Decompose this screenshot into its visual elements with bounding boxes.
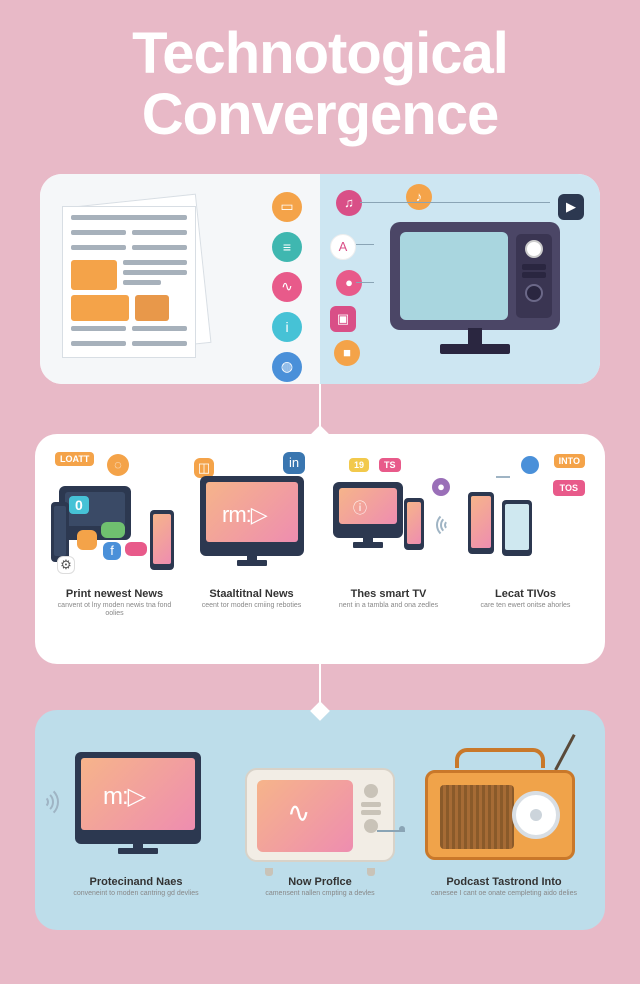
gear-icon: ⚙ — [57, 556, 75, 574]
tag-19: 19 — [349, 458, 369, 472]
connector-1 — [319, 384, 321, 434]
newspaper-illustration — [62, 200, 212, 360]
p3-col3-sub: canesee I cant oe onate cempleting aido … — [429, 890, 579, 898]
panel-traditional-media: ▭ ≡ ∿ i ◍ ♫ ♪ ▶ A ● ▣ ■ — [40, 174, 600, 384]
retro-tv-white: ∿ — [245, 760, 395, 870]
bell-icon: ● — [336, 270, 362, 296]
title-line-1: Technotogical — [0, 24, 640, 85]
p3-col1-title: Protecinand Naes — [90, 876, 183, 888]
col-print-news: LOATT ◌ 0 f ⚙ Print newest News canvent … — [51, 452, 178, 654]
letter-a-icon: A — [330, 234, 356, 260]
globe-icon: ◍ — [272, 352, 302, 382]
tag-tos: TOS — [553, 480, 585, 496]
streaming-logo: rm:▷ — [222, 502, 267, 528]
linkedin-icon: in — [283, 452, 305, 474]
col2-sub: ceent tor moden cmiing reboties — [200, 602, 304, 610]
title-line-2: Convergence — [0, 85, 640, 146]
facebook-icon: f — [103, 542, 121, 560]
phone-5 — [502, 500, 532, 556]
col4-title: Lecat TIVos — [495, 588, 556, 600]
newspaper-feature-icons: ▭ ≡ ∿ i ◍ — [272, 192, 302, 382]
tile-green — [101, 522, 125, 538]
tag-ts: TS — [379, 458, 401, 472]
col-protected-news: m:▷ Protecinand Naes conveneint to moden… — [51, 730, 221, 920]
tag-loatt: LOATT — [55, 452, 94, 466]
info-icon: i — [272, 312, 302, 342]
col3-title: Thes smart TV — [351, 588, 427, 600]
radio-illustration — [425, 760, 575, 860]
phone-4 — [468, 492, 494, 554]
streaming-logo-2: m:▷ — [103, 782, 145, 811]
p3-col2-title: Now Proflce — [288, 876, 352, 888]
chat-icon: ◌ — [107, 454, 129, 476]
streaming-monitor: rm:▷ — [200, 476, 304, 556]
phone-3 — [404, 498, 424, 550]
panel1-newspaper-side: ▭ ≡ ∿ i ◍ — [40, 174, 320, 384]
tile-pink — [125, 542, 147, 556]
tile-orange — [77, 530, 97, 550]
col-streaming: ◫ in rm:▷ Staaltitnal News ceent tor mod… — [188, 452, 315, 654]
retro-tv-illustration — [390, 214, 580, 354]
bag-icon: ▭ — [272, 192, 302, 222]
p3-col3-title: Podcast Tastrond Into — [446, 876, 561, 888]
col2-title: Staaltitnal News — [209, 588, 293, 600]
col1-title: Print newest News — [66, 588, 163, 600]
zero-badge: 0 — [69, 496, 89, 514]
dot-icon — [521, 456, 539, 474]
col4-sub: care ten ewert onitse ahorles — [479, 602, 573, 610]
pulse-icon: ∿ — [287, 796, 310, 829]
col-smart-tv: 19 TS ⓘ ● Thes smart TV nent in a tambla… — [325, 452, 452, 654]
page-title: Technotogical Convergence — [0, 0, 640, 146]
streaming-monitor-2: m:▷ — [75, 752, 201, 844]
panel1-tv-side: ♫ ♪ ▶ A ● ▣ ■ — [320, 174, 600, 384]
col3-sub: nent in a tambla and ona zedles — [337, 602, 440, 610]
smart-tv-monitor: ⓘ — [333, 482, 403, 538]
panel-digital-convergence: LOATT ◌ 0 f ⚙ Print newest News canvent … — [35, 434, 605, 664]
connector-line — [360, 202, 550, 203]
connector-2 — [319, 664, 321, 710]
chart-icon: ∿ — [272, 272, 302, 302]
col-now-profile: ∿ Now Proflce camensent nallen cmpting a… — [235, 730, 405, 920]
p3-col2-sub: camensent nallen cmpting a devles — [263, 890, 376, 898]
video-icon: ■ — [334, 340, 360, 366]
p3-col1-sub: conveneint to moden cantring gd devlies — [71, 890, 200, 898]
image-icon: ▣ — [330, 306, 356, 332]
document-icon: ≡ — [272, 232, 302, 262]
phone-2 — [150, 510, 174, 570]
col1-sub: canvent ot lny moden newis tna fond ooli… — [51, 602, 178, 619]
phone-1 — [51, 502, 69, 562]
person-icon: ⓘ — [353, 498, 367, 518]
col-local-tv: INTO TOS Lecat TIVos care ten ewert onit… — [462, 452, 589, 654]
col-podcast: Podcast Tastrond Into canesee I cant oe … — [419, 730, 589, 920]
panel-modern-devices: m:▷ Protecinand Naes conveneint to moden… — [35, 710, 605, 930]
bars-icon: ◫ — [194, 458, 214, 478]
mic-icon: ● — [432, 478, 450, 496]
music-note-icon: ♪ — [406, 184, 432, 210]
music-icon: ♫ — [336, 190, 362, 216]
tag-into: INTO — [554, 454, 585, 468]
